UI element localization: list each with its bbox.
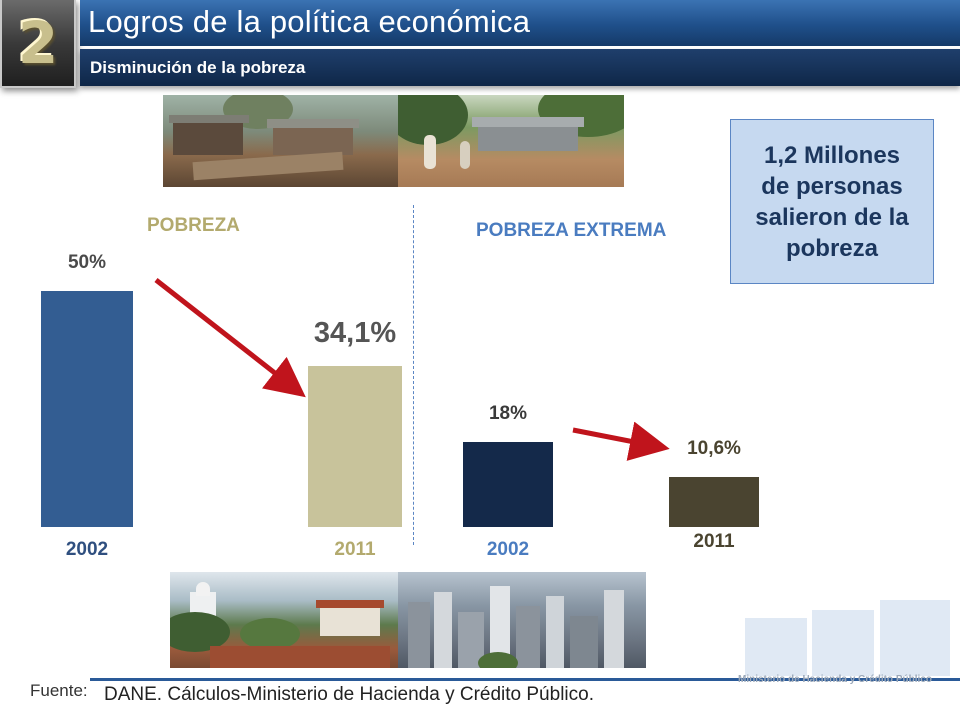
subtitle-bar [80,49,960,86]
poverty-photo-shacks [163,95,399,187]
city-photo [398,572,646,668]
poverty-trend-arrow [154,278,306,398]
ministry-logo-watermark-part [880,600,950,676]
poverty-section-label: POBREZA [147,215,240,236]
town-photo [170,572,398,668]
extreme-poverty-section-label: POBREZA EXTREMA [476,220,667,241]
poverty-photo-village [398,95,624,187]
ministry-name: Ministerio de Hacienda y Crédito Público [738,674,932,685]
section-number-badge: 2 [0,0,76,88]
source-label: Fuente: [30,681,88,700]
slide-subtitle: Disminución de la pobreza [90,58,306,77]
extreme-poverty-trend-arrow [572,421,670,461]
ministry-logo-watermark [745,618,807,676]
ministry-logo-watermark-part [812,610,874,676]
section-number: 2 [17,9,59,77]
summary-callout: 1,2 Millones de personas salieron de la … [730,119,934,284]
footer-rule [90,678,960,681]
slide-title: Logros de la política económica [88,4,531,39]
title-bar [80,0,960,46]
section-divider [413,205,414,545]
source-text: DANE. Cálculos-Ministerio de Hacienda y … [104,684,594,705]
summary-callout-text: 1,2 Millones de personas salieron de la … [755,141,909,262]
